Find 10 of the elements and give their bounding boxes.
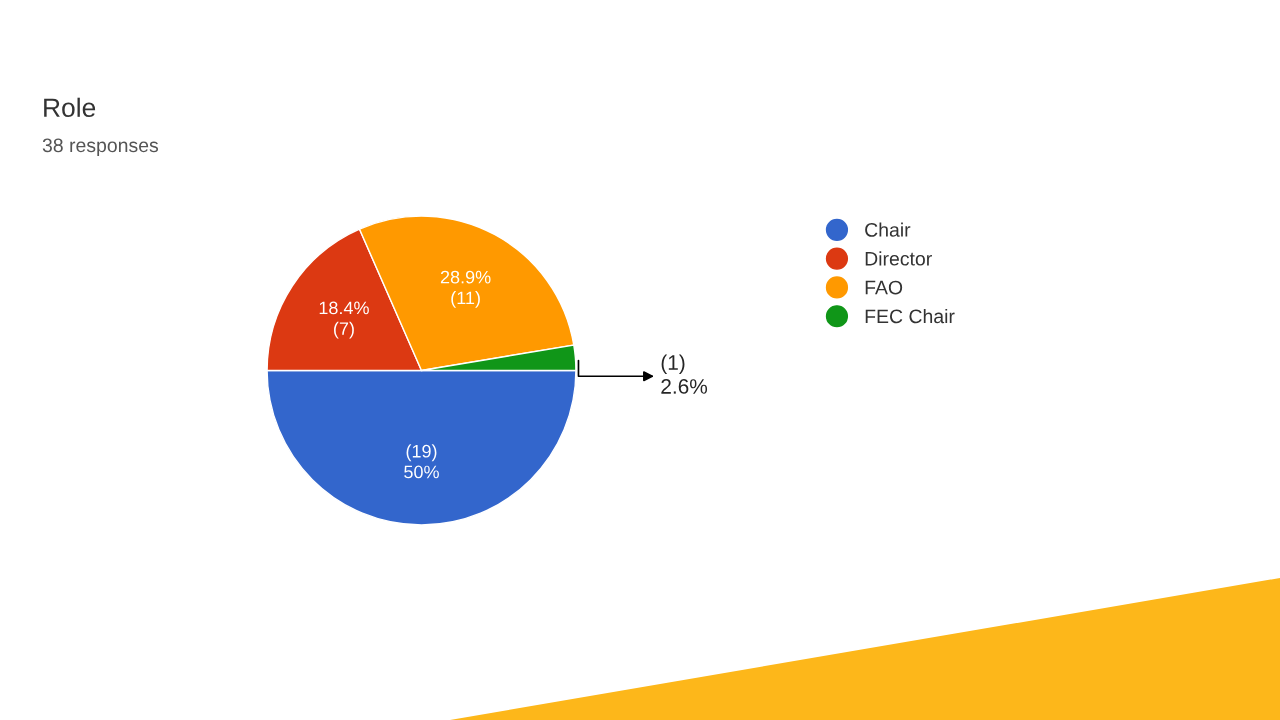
data-label: 28.9% (11) [440,270,491,308]
legend-label: FAO [865,280,903,295]
data-label: (1) 2.6% [661,354,708,394]
chart-title: Role [44,97,96,118]
data-label: 18.4% (7) [319,301,369,339]
data-label: (19) 50% [404,444,439,479]
text: 38 responses [42,138,159,157]
legend-label: Chair [865,222,911,237]
legend-label: Director [865,251,932,266]
legend-label: FEC Chair [865,308,955,324]
